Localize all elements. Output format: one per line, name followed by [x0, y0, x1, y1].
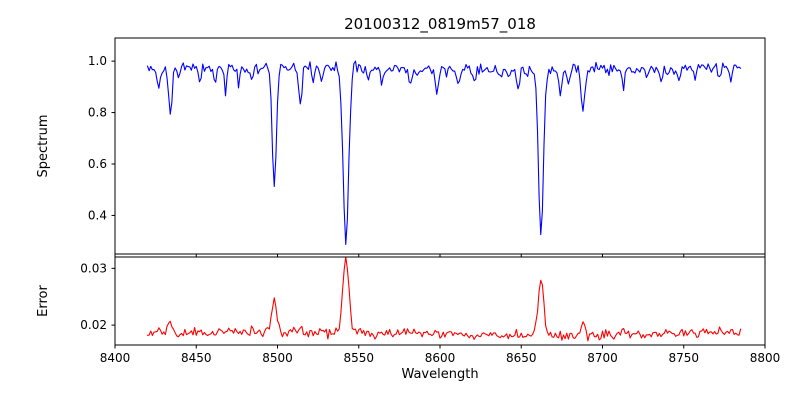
y-tick-label: 0.4	[88, 209, 107, 223]
x-tick-label: 8700	[587, 351, 618, 365]
y-tick-label: 0.6	[88, 157, 107, 171]
x-tick-label: 8600	[425, 351, 456, 365]
x-tick-label: 8500	[262, 351, 293, 365]
x-tick-label: 8650	[506, 351, 537, 365]
x-tick-label: 8450	[181, 351, 212, 365]
y-tick-label: 0.03	[80, 261, 107, 275]
spectrum-line	[146, 60, 742, 245]
axes: 0.4 0.6 0.8 1.0 0.02 0.03 8400 8450 8500 8550 8600…	[80, 37, 781, 365]
y-tick-label: 0.02	[80, 318, 107, 332]
error-line	[146, 257, 742, 342]
x-axis-label: Wavelength	[401, 367, 478, 382]
y-tick-label: 1.0	[88, 54, 107, 68]
y-tick-label: 0.8	[88, 106, 107, 120]
x-tick-label: 8400	[100, 351, 131, 365]
x-tick-label: 8800	[750, 351, 781, 365]
plot-lines	[146, 60, 742, 342]
chart-title: 20100312_0819m57_018	[344, 15, 536, 34]
x-tick-label: 8550	[343, 351, 374, 365]
y-axis-label-error: Error	[36, 285, 51, 317]
y-axis-label-spectrum: Spectrum	[36, 115, 51, 178]
x-tick-label: 8750	[668, 351, 699, 365]
